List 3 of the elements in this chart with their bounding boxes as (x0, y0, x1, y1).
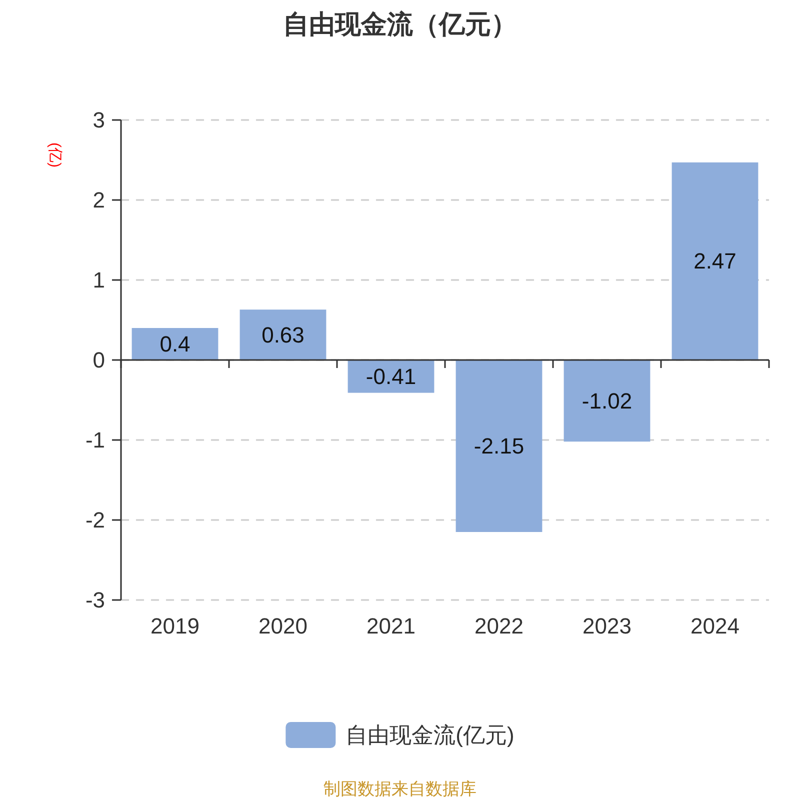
title: 自由现金流（亿元） (283, 9, 517, 39)
ylabel: (亿) (46, 142, 64, 168)
annotation: 制图数据来自数据库 (324, 780, 476, 798)
